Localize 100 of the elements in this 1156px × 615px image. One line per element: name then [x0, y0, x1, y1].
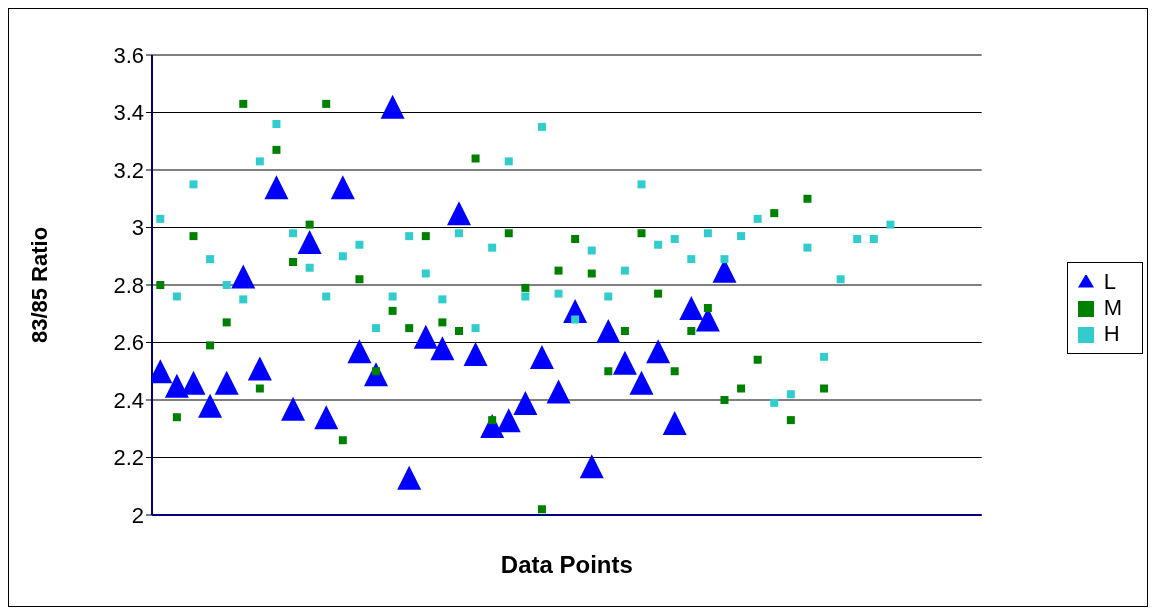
point — [612, 350, 637, 375]
point — [305, 263, 314, 272]
point — [703, 304, 712, 312]
point — [355, 275, 364, 284]
point — [720, 396, 729, 404]
point — [654, 289, 663, 298]
point — [281, 396, 306, 421]
point — [521, 292, 530, 301]
y-tick-label: 3.2 — [113, 157, 144, 183]
point — [405, 324, 414, 333]
y-tick-label: 3.6 — [113, 42, 144, 68]
point — [820, 352, 829, 361]
point — [388, 306, 397, 315]
point — [720, 255, 729, 264]
point — [662, 411, 687, 435]
point — [604, 367, 613, 376]
point — [206, 341, 215, 350]
y-tick-label: 3 — [131, 215, 144, 241]
point — [488, 243, 497, 252]
point — [297, 229, 322, 254]
point — [820, 384, 829, 393]
legend-label: H — [1103, 320, 1120, 346]
point — [222, 281, 231, 289]
point — [397, 465, 422, 490]
point — [172, 292, 181, 301]
point — [629, 370, 654, 395]
point — [579, 454, 604, 479]
point — [156, 214, 165, 223]
point — [770, 398, 779, 407]
point — [504, 229, 513, 238]
point — [305, 220, 314, 229]
point — [604, 292, 613, 301]
point — [687, 255, 696, 264]
point — [770, 209, 779, 218]
y-tick-label: 2.6 — [113, 330, 144, 356]
point — [554, 289, 563, 298]
point — [222, 318, 231, 327]
point — [687, 327, 696, 335]
point — [786, 416, 795, 425]
point — [463, 342, 488, 366]
point — [703, 229, 712, 238]
point — [164, 373, 189, 398]
legend-label: L — [1103, 268, 1116, 294]
point — [571, 315, 580, 324]
point — [338, 436, 347, 445]
point — [670, 367, 679, 376]
point — [546, 379, 571, 404]
point — [255, 157, 264, 166]
point — [421, 269, 430, 278]
point — [355, 240, 364, 249]
point — [272, 120, 281, 128]
point — [189, 180, 198, 189]
point — [247, 356, 272, 381]
point — [255, 384, 264, 393]
point — [620, 327, 629, 335]
point — [289, 258, 298, 266]
y-tick-label: 2.2 — [113, 445, 144, 471]
point — [231, 264, 256, 289]
point — [264, 175, 289, 200]
point — [620, 266, 629, 275]
point — [239, 295, 248, 304]
point — [413, 324, 438, 349]
point — [380, 94, 405, 119]
y-tick-label: 2 — [131, 502, 144, 528]
point — [181, 370, 206, 395]
point — [347, 339, 372, 364]
point — [646, 339, 671, 364]
point — [637, 229, 646, 238]
point — [504, 157, 513, 166]
point — [537, 505, 546, 514]
point — [156, 281, 165, 289]
point — [869, 235, 878, 243]
point — [886, 220, 895, 229]
point — [322, 292, 331, 301]
point — [737, 232, 746, 241]
point — [513, 390, 538, 415]
point — [803, 243, 812, 252]
y-axis-title: 83/85 Ratio — [26, 226, 52, 344]
legend-label: M — [1103, 294, 1122, 320]
point — [330, 175, 355, 200]
point — [654, 240, 663, 249]
point — [198, 393, 223, 418]
point — [189, 232, 198, 241]
point — [554, 266, 563, 275]
point — [454, 327, 463, 335]
point — [430, 336, 455, 361]
point — [836, 275, 845, 284]
y-tick-label: 2.4 — [113, 387, 144, 413]
point — [421, 232, 430, 241]
point — [537, 122, 546, 131]
y-tick-label: 2.8 — [113, 272, 144, 298]
point — [338, 252, 347, 261]
point — [172, 413, 181, 422]
point — [496, 408, 521, 433]
point — [454, 229, 463, 238]
point — [438, 295, 447, 304]
point — [322, 99, 331, 108]
point — [471, 154, 480, 163]
point — [670, 235, 679, 243]
point — [388, 292, 397, 301]
